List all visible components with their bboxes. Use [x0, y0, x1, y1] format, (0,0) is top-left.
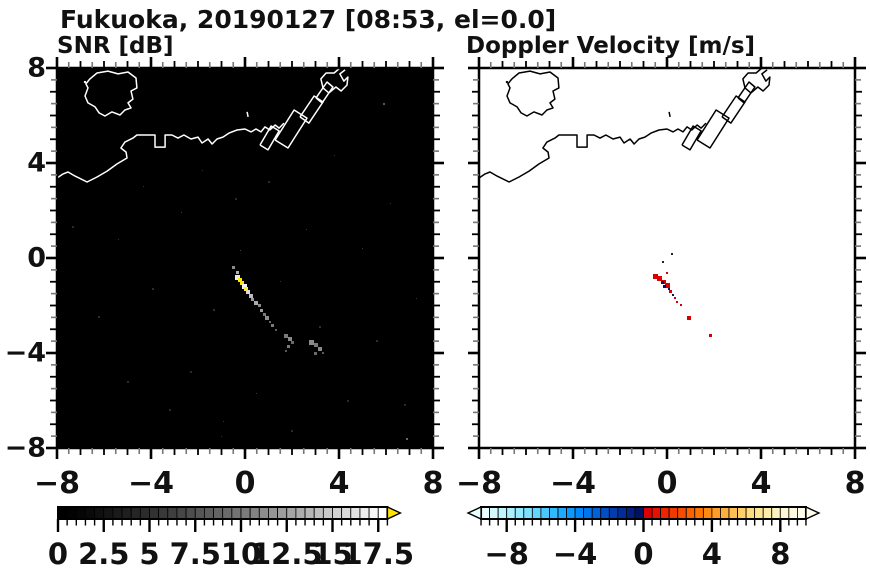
- radar-echo-pixel: [669, 290, 673, 294]
- panel-title-velocity: Doppler Velocity [m/s]: [466, 33, 756, 59]
- radar-echo-pixel: [275, 328, 278, 331]
- noise-speck: [406, 437, 409, 440]
- noise-speck: [72, 226, 75, 229]
- colorbar-tick-label: 15: [312, 537, 352, 570]
- noise-speck: [319, 325, 322, 328]
- noise-speck: [305, 229, 307, 230]
- radar-echo-pixel: [231, 266, 235, 270]
- colorbar-tick-label: 4: [702, 537, 722, 570]
- colorbar-tick-label: −8: [484, 537, 528, 570]
- noise-speck: [98, 316, 101, 319]
- noise-speck: [403, 404, 406, 407]
- y-tick-label: 4: [27, 147, 46, 179]
- noise-speck: [234, 197, 237, 200]
- radar-echo-pixel: [287, 344, 291, 348]
- radar-echo-pixel: [271, 324, 275, 328]
- noise-speck: [239, 250, 241, 252]
- noise-speck: [221, 435, 222, 437]
- x-tick-label: 8: [844, 466, 866, 501]
- coastline-snr-map: [57, 68, 349, 183]
- y-tick-label: −4: [4, 337, 46, 369]
- x-tick-label: −4: [127, 466, 175, 501]
- radar-echo-pixel: [670, 252, 673, 255]
- radar-echo-pixel: [265, 316, 270, 321]
- velocity-map: [479, 68, 855, 448]
- x-tick-label: −8: [455, 466, 503, 501]
- noise-speck: [267, 181, 270, 183]
- radar-echo-pixel: [663, 285, 667, 289]
- colorbar-tick-label: 5: [139, 537, 159, 570]
- radar-echo-pixel: [317, 346, 322, 351]
- noise-speck: [279, 281, 281, 283]
- noise-speck: [416, 297, 418, 299]
- colorbar-tick-label: 0: [48, 537, 68, 570]
- x-tick-label: −4: [549, 466, 597, 501]
- radar-echo-pixel: [676, 300, 679, 303]
- noise-speck: [256, 392, 258, 394]
- snr-map: [57, 68, 433, 448]
- radar-echo-pixel: [322, 352, 325, 354]
- noise-speck: [390, 202, 392, 204]
- colorbar-tick-label: 2.5: [78, 537, 129, 570]
- noise-speck: [382, 102, 385, 105]
- x-tick-label: −8: [33, 466, 81, 501]
- noise-speck: [181, 212, 183, 214]
- noise-speck: [375, 340, 378, 343]
- colorbar-tick-label: 17.5: [342, 537, 414, 570]
- radar-echo-pixel: [260, 308, 264, 312]
- colorbar-tick-label: 12.5: [251, 537, 323, 570]
- radar-echo-pixel: [708, 334, 712, 338]
- radar-echo-pixel: [673, 296, 676, 299]
- x-tick-label: 0: [656, 466, 678, 501]
- radar-echo-pixel: [313, 352, 317, 356]
- noise-speck: [152, 287, 155, 290]
- noise-speck: [223, 421, 225, 423]
- x-tick-label: 4: [328, 466, 350, 501]
- colorbar-tick-label: −4: [553, 537, 597, 570]
- y-tick-label: 8: [27, 52, 46, 84]
- x-tick-label: 4: [750, 466, 772, 501]
- noise-speck: [202, 169, 204, 171]
- radar-echo-pixel: [284, 350, 287, 353]
- panel-title-snr: SNR [dB]: [57, 33, 174, 59]
- noise-speck: [189, 371, 192, 373]
- noise-speck: [347, 399, 350, 402]
- y-tick-label: 0: [27, 242, 46, 274]
- radar-echo-pixel: [662, 261, 664, 264]
- colorbar-tick-label: 0: [633, 537, 653, 570]
- coastline-velocity-map: [479, 68, 771, 183]
- colorbar-tick-label: 10: [221, 537, 261, 570]
- colorbar-tick-label: 8: [770, 537, 790, 570]
- noise-speck: [333, 155, 335, 157]
- radar-echo-pixel: [268, 320, 271, 323]
- radar-echo-pixel: [660, 281, 664, 285]
- noise-speck: [168, 409, 171, 411]
- x-tick-label: 0: [234, 466, 256, 501]
- noise-speck: [117, 238, 119, 240]
- radar-echo-pixel: [308, 339, 314, 345]
- radar-echo-pixel: [687, 316, 692, 321]
- noise-speck: [143, 186, 145, 188]
- radar-echo-pixel: [257, 304, 261, 308]
- noise-speck: [213, 309, 216, 312]
- noise-speck: [362, 248, 363, 249]
- radar-echo-pixel: [672, 294, 675, 297]
- figure-title: Fukuoka, 20190127 [08:53, el=0.0]: [60, 5, 557, 34]
- colorbar-tick-label: 7.5: [170, 537, 221, 570]
- y-tick-label: −8: [4, 432, 46, 464]
- radar-echo-pixel: [680, 304, 683, 307]
- noise-speck: [126, 380, 129, 383]
- noise-speck: [291, 430, 293, 433]
- x-tick-label: 8: [422, 466, 444, 501]
- radar-echo-pixel: [290, 340, 294, 344]
- radar-echo-pixel: [666, 271, 668, 274]
